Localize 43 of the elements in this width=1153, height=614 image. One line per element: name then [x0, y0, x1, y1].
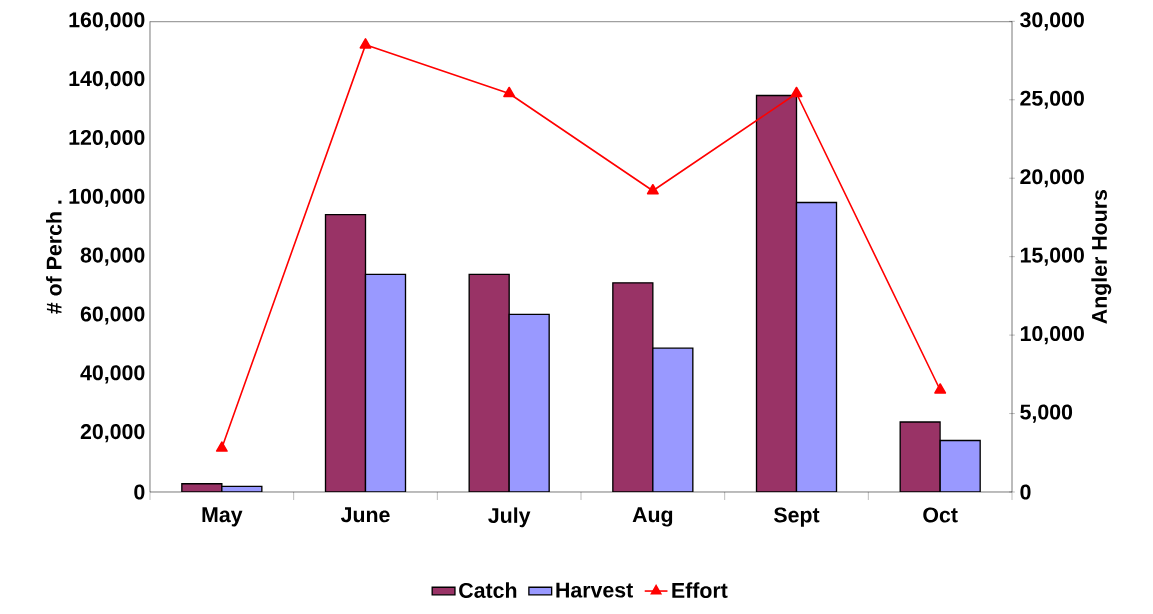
x-tick-label: July: [488, 507, 531, 528]
y-tick-label: 80,000: [80, 247, 145, 266]
y2-tick-label: 5,000: [1020, 404, 1073, 423]
y-tick-label: 100,000: [69, 188, 145, 207]
bar: [755, 94, 798, 492]
y-tick-label: 60,000: [80, 306, 145, 325]
y2-tick-label: 0: [1020, 484, 1031, 500]
x-tick-label: Sept: [774, 507, 820, 527]
y-tick-label: 40,000: [80, 365, 145, 384]
y-tick-label: 0: [134, 484, 145, 500]
bar: [899, 421, 941, 492]
point: [646, 183, 659, 195]
bar: [652, 347, 694, 492]
bar: [364, 273, 407, 492]
point: [359, 38, 372, 49]
bar: [468, 273, 510, 492]
y2-axis-title: Angler Hours: [1091, 190, 1112, 324]
point: [215, 441, 228, 452]
legend-label: Catch: [459, 582, 517, 598]
x-tick-label: June: [340, 507, 390, 523]
bar: [508, 313, 550, 492]
point: [790, 86, 803, 98]
legend-label: Effort: [672, 582, 728, 598]
bar: [612, 282, 654, 492]
bar: [324, 213, 367, 492]
legend-label: Harvest: [556, 582, 633, 598]
y-axis-title: # of Perch .: [46, 200, 62, 314]
y-tick-label: 160,000: [69, 12, 145, 31]
y2-tick-label: 10,000: [1020, 326, 1084, 345]
y2-tick-label: 15,000: [1020, 247, 1084, 266]
x-tick-label: May: [202, 507, 243, 527]
x-tick-label: Aug: [632, 507, 673, 527]
y2-tick-label: 25,000: [1020, 90, 1084, 109]
point: [503, 86, 516, 98]
bar: [795, 201, 838, 492]
y-tick-label: 20,000: [80, 424, 145, 443]
y-tick-label: 120,000: [69, 129, 145, 149]
x-tick-label: Oct: [923, 507, 958, 523]
y-tick-label: 140,000: [69, 71, 145, 90]
y2-tick-label: 20,000: [1020, 169, 1084, 188]
bar: [939, 439, 981, 492]
y2-tick-label: 30,000: [1020, 12, 1084, 31]
point: [934, 383, 947, 394]
